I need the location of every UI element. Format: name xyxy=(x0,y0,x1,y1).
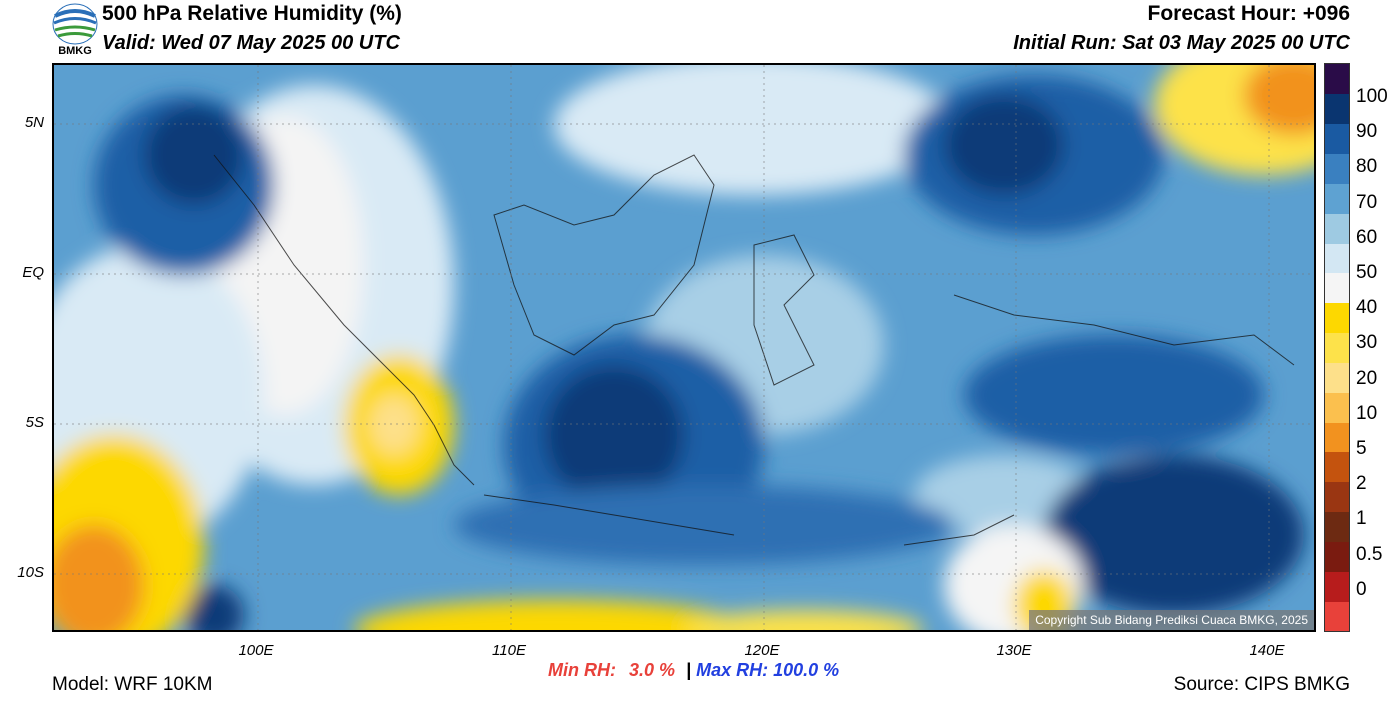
colorbar-label: 20 xyxy=(1356,367,1378,389)
colorbar-label: 70 xyxy=(1356,191,1378,213)
colorbar-segment xyxy=(1325,392,1349,423)
colorbar-label: 0 xyxy=(1356,578,1367,600)
colorbar-label: 1 xyxy=(1356,508,1367,530)
colorbar-segment xyxy=(1325,183,1349,214)
colorbar-label: 2 xyxy=(1356,473,1367,495)
valid-time: Valid: Wed 07 May 2025 00 UTC xyxy=(102,32,400,54)
colorbar-label: 90 xyxy=(1356,121,1378,143)
colorbar-segment xyxy=(1325,153,1349,184)
colorbar-label: 100 xyxy=(1356,86,1388,107)
colorbar-segment xyxy=(1325,451,1349,483)
colorbar-label: 10 xyxy=(1356,402,1378,424)
lat-label-5s: 5S xyxy=(25,414,44,431)
colorbar-segment xyxy=(1325,213,1349,244)
colorbar-segment xyxy=(1325,302,1349,334)
lon-label-130e: 130E xyxy=(996,642,1032,659)
colorbar-segment xyxy=(1325,243,1349,274)
lon-label-110e: 110E xyxy=(492,642,526,659)
rh-stats: Min RH: 3.0 % | Max RH: 100.0 % xyxy=(548,660,839,681)
bmkg-logo-icon xyxy=(52,3,98,45)
logo-text: BMKG xyxy=(58,45,92,57)
max-rh-value: 100.0 % xyxy=(773,660,840,680)
min-rh-label: Min RH: xyxy=(548,660,616,680)
colorbar-segment xyxy=(1325,511,1349,542)
colorbar-segment xyxy=(1325,93,1349,125)
max-rh-label: Max RH: xyxy=(696,660,769,680)
colorbar-label: 40 xyxy=(1356,297,1378,319)
colorbar-segment xyxy=(1325,362,1349,393)
colorbar-segment xyxy=(1325,541,1349,572)
lat-label-eq: EQ xyxy=(22,264,44,281)
lon-label-100e: 100E xyxy=(238,642,274,659)
lat-label-10s: 10S xyxy=(17,564,44,581)
colorbar-segment xyxy=(1325,123,1349,154)
humidity-field xyxy=(54,65,1314,630)
colorbar-segment xyxy=(1325,422,1349,453)
rh-separator: | xyxy=(686,660,692,680)
lat-label-5n: 5N xyxy=(24,114,44,131)
colorbar-label: 30 xyxy=(1356,332,1378,354)
colorbar-label: 5 xyxy=(1356,438,1367,459)
bmkg-logo: BMKG xyxy=(52,2,98,60)
colorbar-label: 80 xyxy=(1356,156,1378,178)
colorbar-label: 0.5 xyxy=(1356,543,1383,565)
colorbar-segment xyxy=(1325,601,1349,632)
colorbar-segment xyxy=(1325,332,1349,363)
source: Source: CIPS BMKG xyxy=(1173,674,1350,695)
colorbar-segment xyxy=(1325,571,1349,602)
colorbar-segment xyxy=(1325,272,1349,304)
lon-label-140e: 140E xyxy=(1249,642,1285,659)
colorbar-label: 60 xyxy=(1356,226,1378,248)
humidity-map: Copyright Sub Bidang Prediksi Cuaca BMKG… xyxy=(52,63,1316,632)
colorbar-label: 50 xyxy=(1356,262,1378,283)
humidity-colorbar xyxy=(1324,63,1350,632)
forecast-hour: Forecast Hour: +096 xyxy=(1147,2,1351,25)
initial-run: Initial Run: Sat 03 May 2025 00 UTC xyxy=(1013,32,1350,54)
lon-label-120e: 120E xyxy=(744,642,780,659)
copyright-notice: Copyright Sub Bidang Prediksi Cuaca BMKG… xyxy=(1029,610,1314,630)
model-name: Model: WRF 10KM xyxy=(52,674,213,695)
map-title: 500 hPa Relative Humidity (%) xyxy=(102,2,402,25)
colorbar-segment xyxy=(1325,481,1349,513)
colorbar-segment xyxy=(1325,64,1349,95)
min-rh-value: 3.0 % xyxy=(629,660,676,680)
